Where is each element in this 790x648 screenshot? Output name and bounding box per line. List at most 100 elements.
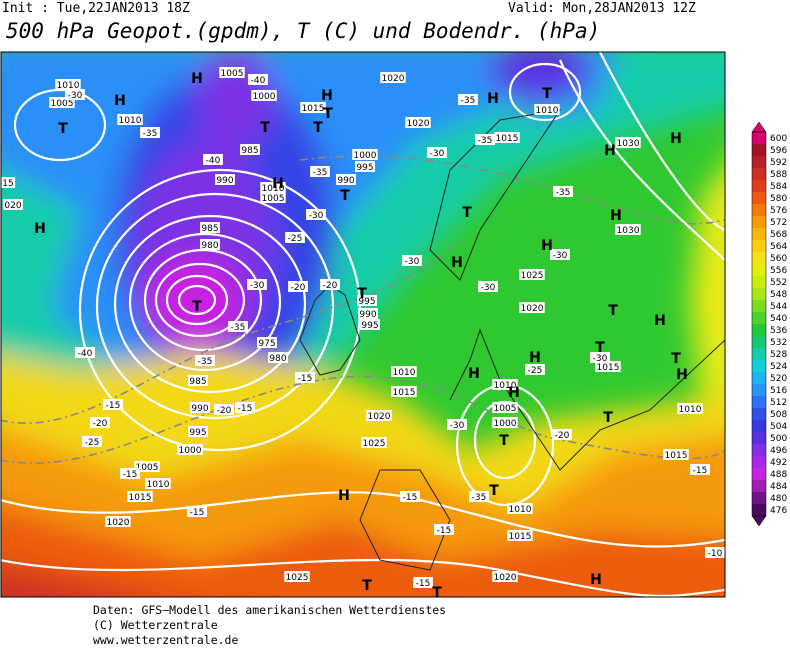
colorbar-swatch bbox=[752, 336, 766, 349]
pressure-center: T bbox=[192, 299, 202, 315]
isobar-label-box bbox=[519, 269, 545, 280]
isobar-label-box bbox=[55, 79, 81, 90]
isobar-label: 990 bbox=[337, 176, 354, 186]
temperature-label: -20 bbox=[323, 281, 338, 291]
temperature-label: -35 bbox=[556, 188, 571, 198]
colorbar-swatch bbox=[752, 348, 766, 361]
isobar-label: 990 bbox=[191, 404, 208, 414]
temperature-label: -30 bbox=[405, 257, 420, 267]
temperature-label-box bbox=[434, 524, 454, 535]
init-time: Init : Tue,22JAN2013 18Z bbox=[2, 1, 190, 16]
isobar-label: 990 bbox=[359, 310, 376, 320]
map-labels: 1010100510101005100010151020102010009959… bbox=[1, 67, 725, 597]
isobar-label: 1015 bbox=[509, 532, 532, 542]
temperature-label-box bbox=[475, 134, 495, 145]
isobar-label: 1020 bbox=[521, 304, 544, 314]
colorbar-swatch bbox=[752, 312, 766, 325]
isobar-label: 985 bbox=[241, 146, 258, 156]
temperature-label-box bbox=[187, 506, 207, 517]
temperature-label: -20 bbox=[93, 419, 108, 429]
colorbar-label: 528 bbox=[770, 350, 787, 360]
colorbar-swatch bbox=[752, 252, 766, 265]
isobar-label: 1015 bbox=[665, 451, 688, 461]
temperature-label: -15 bbox=[437, 526, 452, 536]
isobar-label: 1005 bbox=[51, 99, 74, 109]
temperature-label-box bbox=[203, 154, 223, 165]
isobar-label-box bbox=[507, 503, 533, 514]
isobar-label: 995 bbox=[356, 163, 373, 173]
colorbar-label: 496 bbox=[770, 446, 787, 456]
temperature-label: -20 bbox=[217, 406, 232, 416]
temperature-label: -40 bbox=[251, 76, 266, 86]
pressure-center: H bbox=[610, 208, 622, 224]
pressure-center: T bbox=[462, 205, 472, 221]
temperature-label: -15 bbox=[403, 493, 418, 503]
isobar-label-box bbox=[615, 224, 641, 235]
temperature-label: -20 bbox=[555, 431, 570, 441]
temperature-label-box bbox=[320, 279, 340, 290]
temperature-label-box bbox=[469, 491, 489, 502]
isobar-label-box bbox=[358, 308, 378, 319]
colorbar-label: 476 bbox=[770, 506, 787, 516]
colorbar-label: 500 bbox=[770, 434, 787, 444]
colorbar-label: 588 bbox=[770, 170, 787, 180]
colorbar-swatch bbox=[752, 144, 766, 157]
colorbar-label: 512 bbox=[770, 398, 787, 408]
pressure-center: H bbox=[34, 221, 46, 237]
colorbar-label: 484 bbox=[770, 482, 787, 492]
temperature-label-box bbox=[590, 352, 610, 363]
isobar-label-box bbox=[145, 478, 171, 489]
pressure-center: H bbox=[191, 71, 203, 87]
temperature-label-box bbox=[400, 491, 420, 502]
colorbar-swatch bbox=[752, 468, 766, 481]
isobar-label: 1015 bbox=[496, 134, 519, 144]
pressure-center: H bbox=[529, 350, 541, 366]
colorbar-label: 596 bbox=[770, 146, 787, 156]
temperature-label-box bbox=[413, 577, 433, 588]
isobar-label: 1010 bbox=[119, 116, 142, 126]
isobar-label: 985 bbox=[201, 224, 218, 234]
temperature-label: -40 bbox=[206, 156, 221, 166]
temperature-label-box bbox=[306, 209, 326, 220]
isobar-label-box bbox=[380, 72, 406, 83]
temperature-label: 15 bbox=[2, 179, 13, 189]
temperature-label: -20 bbox=[291, 283, 306, 293]
colorbar-label: 560 bbox=[770, 254, 787, 264]
pressure-center: T bbox=[671, 351, 681, 367]
isobar-label-box bbox=[134, 461, 160, 472]
colorbar-label: 548 bbox=[770, 290, 787, 300]
isobar-label-box bbox=[215, 174, 235, 185]
isobar-label: 1025 bbox=[363, 439, 386, 449]
map-title: 500 hPa Geopot.(gpdm), T (C) und Bodendr… bbox=[6, 19, 600, 43]
pressure-center: H bbox=[604, 143, 616, 159]
pressure-center: H bbox=[670, 131, 682, 147]
isobar-label: 980 bbox=[269, 354, 286, 364]
colorbar: 600 596 592 588 584 580 576 572 568 564 560 556 552 5… bbox=[751, 121, 787, 527]
temperature-label: -30 bbox=[593, 354, 608, 364]
isobar-label: 995 bbox=[361, 321, 378, 331]
isobar-label: 980 bbox=[201, 241, 218, 251]
pressure-center: H bbox=[487, 91, 499, 107]
isobar-label-box bbox=[177, 444, 203, 455]
pressure-center: T bbox=[323, 106, 333, 122]
temperature-label: -15 bbox=[693, 466, 708, 476]
colorbar-label: 488 bbox=[770, 470, 787, 480]
temperature-label-box bbox=[90, 417, 110, 428]
isobars bbox=[1, 52, 725, 597]
colorbar-label: 532 bbox=[770, 338, 787, 348]
isobar-label-box bbox=[492, 379, 518, 390]
temperature-label: -25 bbox=[288, 234, 303, 244]
temperature-label-box bbox=[295, 372, 315, 383]
temperature-label-box bbox=[525, 364, 545, 375]
colorbar-label: 516 bbox=[770, 386, 787, 396]
pressure-center: H bbox=[676, 367, 688, 383]
pressure-center: T bbox=[603, 410, 613, 426]
shade bbox=[1, 564, 143, 597]
pressure-center: T bbox=[595, 340, 605, 356]
pressure-center: H bbox=[508, 385, 520, 401]
colorbar-label: 508 bbox=[770, 410, 787, 420]
colorbar-swatch bbox=[752, 360, 766, 373]
isobar-label: 1005 bbox=[221, 69, 244, 79]
temperature-label: -15 bbox=[416, 579, 431, 589]
map-frame bbox=[0, 51, 726, 598]
